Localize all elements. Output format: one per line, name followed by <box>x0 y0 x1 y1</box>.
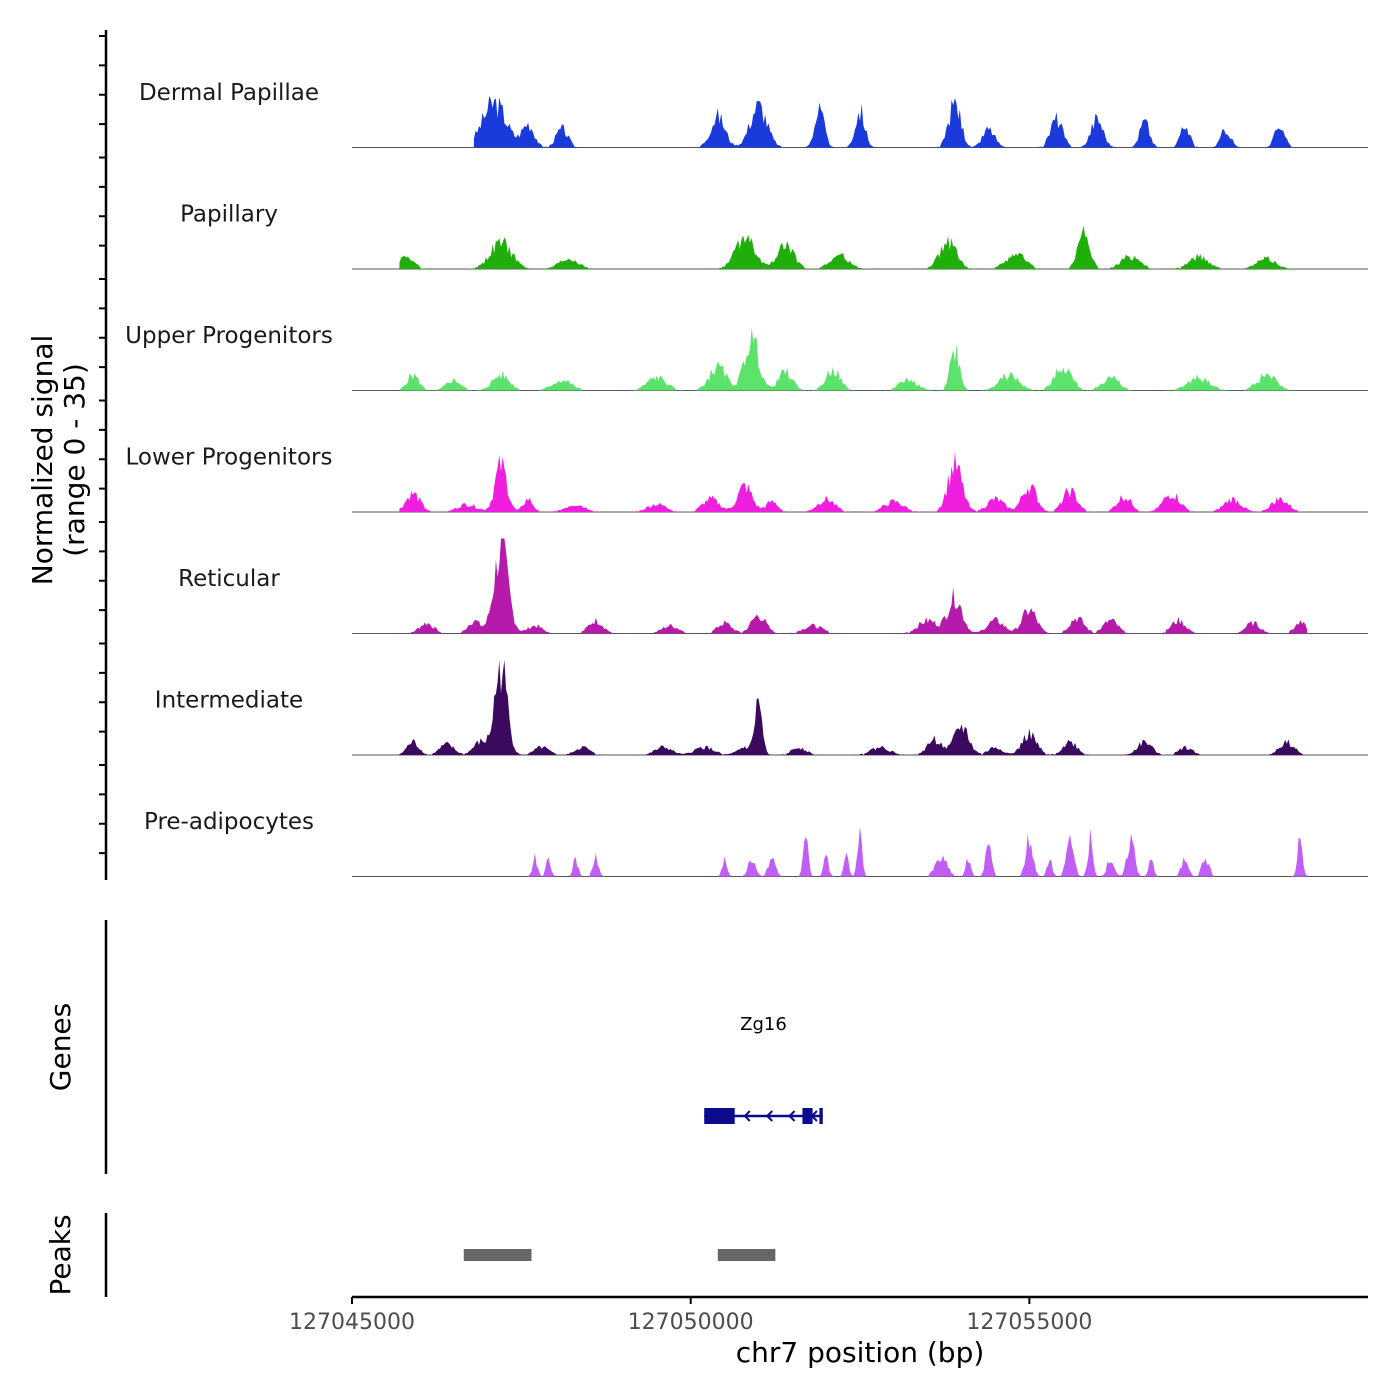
peaks-panel <box>104 1213 776 1297</box>
signal-area <box>399 451 1308 512</box>
strand-arrow <box>765 1110 773 1122</box>
signal-area <box>514 826 1308 877</box>
signal-area <box>473 96 1308 148</box>
track-dermal-papillae: Dermal Papillae <box>139 80 1368 148</box>
gene-label: Zg16 <box>740 1014 787 1035</box>
coverage-tracks: Dermal Papillae Papillary Upper Progenitor… <box>125 80 1368 877</box>
genes-panel-label: Genes <box>44 1003 77 1091</box>
gene-exon <box>802 1108 813 1124</box>
signal-area <box>399 327 1308 391</box>
gene-exon <box>819 1108 823 1124</box>
track-papillary: Papillary <box>180 202 1368 270</box>
signal-panel-axis <box>99 30 108 880</box>
peak-region <box>463 1249 532 1261</box>
signal-area <box>406 538 1308 634</box>
peak-region <box>717 1249 776 1261</box>
track-label: Reticular <box>178 566 280 592</box>
gene-zg16: Zg16 <box>704 1014 823 1124</box>
genes-panel: Zg16 <box>104 920 823 1174</box>
signal-area <box>399 660 1308 755</box>
x-tick-label: 127045000 <box>289 1310 415 1335</box>
x-axis-title: chr7 position (bp) <box>736 1336 985 1369</box>
x-tick-label: 127050000 <box>628 1310 754 1335</box>
y-axis-title-line-2: (range 0 - 35) <box>58 363 91 557</box>
track-lower-progenitors: Lower Progenitors <box>126 445 1368 513</box>
x-tick-label: 127055000 <box>966 1310 1092 1335</box>
signal-area <box>399 225 1308 269</box>
strand-arrow <box>788 1110 796 1122</box>
track-intermediate: Intermediate <box>155 660 1368 756</box>
x-axis: 127045000 127050000 127055000 <box>289 1295 1368 1335</box>
track-upper-progenitors: Upper Progenitors <box>125 323 1368 391</box>
track-label: Lower Progenitors <box>126 445 333 471</box>
peaks-panel-label: Peaks <box>44 1214 77 1295</box>
track-label: Upper Progenitors <box>125 323 333 349</box>
track-label: Intermediate <box>155 688 303 714</box>
track-label: Pre-adipocytes <box>144 809 314 835</box>
track-pre-adipocytes: Pre-adipocytes <box>144 809 1368 877</box>
strand-arrow <box>743 1110 751 1122</box>
track-label: Papillary <box>180 202 278 228</box>
track-label: Dermal Papillae <box>139 80 319 106</box>
track-reticular: Reticular <box>178 538 1368 634</box>
gene-exon <box>704 1108 735 1124</box>
y-axis-title-line-1: Normalized signal <box>26 335 59 586</box>
